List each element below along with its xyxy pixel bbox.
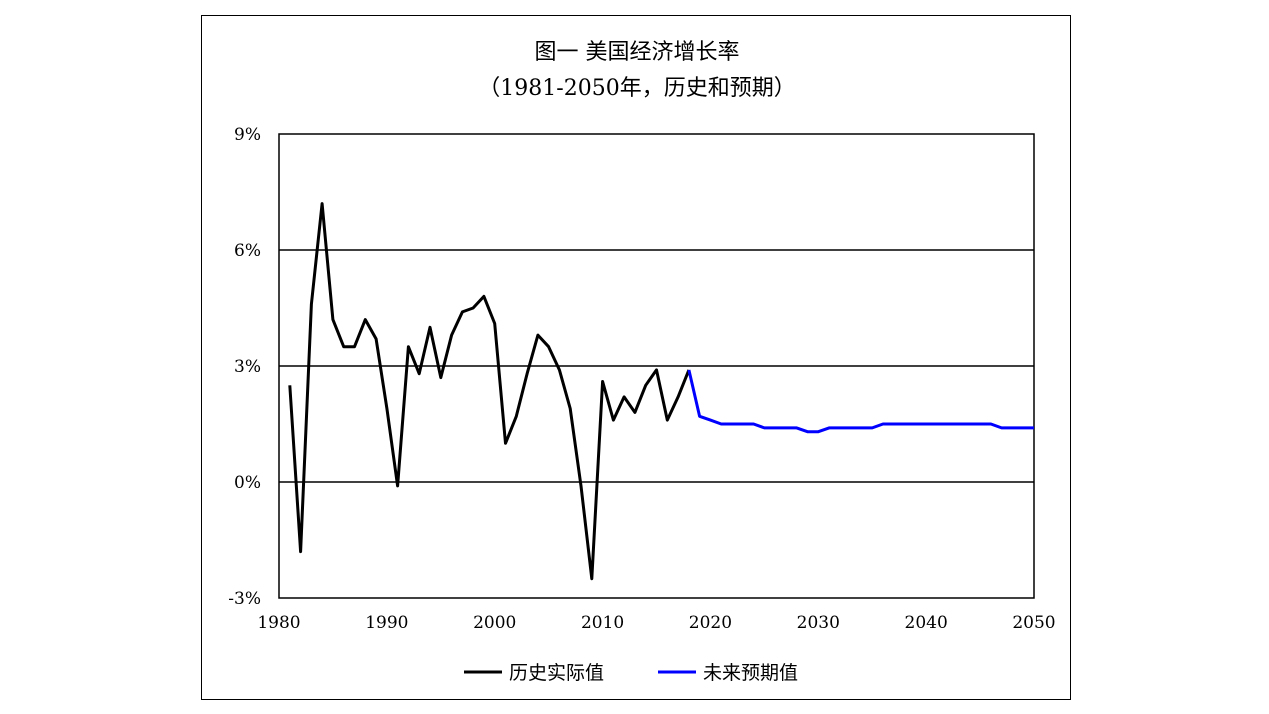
grid-lines [279,249,1034,483]
y-tick-label: 9% [234,125,261,145]
y-tick-label: 3% [234,357,261,377]
series-lines [288,202,1034,581]
plot-area [278,133,1035,599]
series-line-historical [288,202,691,581]
legend: 历史实际值 未来预期值 [464,662,798,684]
chart-subtitle: （1981-2050年，历史和预期） [478,76,795,101]
x-tick-label: 2010 [581,613,624,633]
x-tick-label: 2050 [1012,613,1055,633]
y-tick-label: 0% [234,473,261,493]
chart-title: 图一 美国经济增长率 [535,40,740,65]
x-tick-label: 2040 [905,613,948,633]
legend-label-historical: 历史实际值 [509,662,604,684]
legend-label-forecast: 未来预期值 [703,662,798,684]
x-tick-label: 2000 [473,613,516,633]
chart-svg: 图一 美国经济增长率 （1981-2050年，历史和预期） -3% 0% 3% 6% 9… [228,40,1055,684]
series-line-forecast [687,369,1034,434]
y-axis-tick-labels: -3% 0% 3% 6% 9% [228,125,261,609]
y-tick-label: 6% [234,241,261,261]
chart-frame: 图一 美国经济增长率 （1981-2050年，历史和预期） -3% 0% 3% 6% 9… [201,15,1071,700]
x-tick-label: 1980 [257,613,300,633]
x-axis-tick-labels: 1980 1990 2000 2010 2020 2030 2040 2050 [257,613,1055,633]
y-tick-label: -3% [228,589,261,609]
x-tick-label: 1990 [365,613,408,633]
x-tick-label: 2020 [689,613,732,633]
x-tick-label: 2030 [797,613,840,633]
